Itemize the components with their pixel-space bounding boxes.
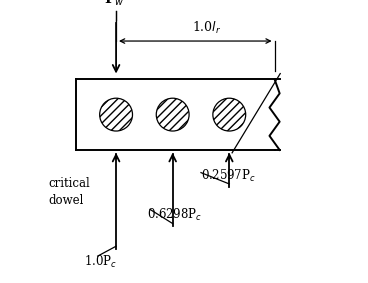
Circle shape [156,98,189,131]
Text: 1.0$\it{l}_r$: 1.0$\it{l}_r$ [192,20,221,36]
Circle shape [213,98,246,131]
Text: 0.6298P$_c$: 0.6298P$_c$ [147,207,202,223]
Text: 1.0P$_c$: 1.0P$_c$ [84,254,117,270]
Text: critical
dowel: critical dowel [48,177,90,207]
Text: P$_w$: P$_w$ [105,0,125,8]
Text: 0.2597P$_c$: 0.2597P$_c$ [201,168,256,183]
Circle shape [100,98,132,131]
